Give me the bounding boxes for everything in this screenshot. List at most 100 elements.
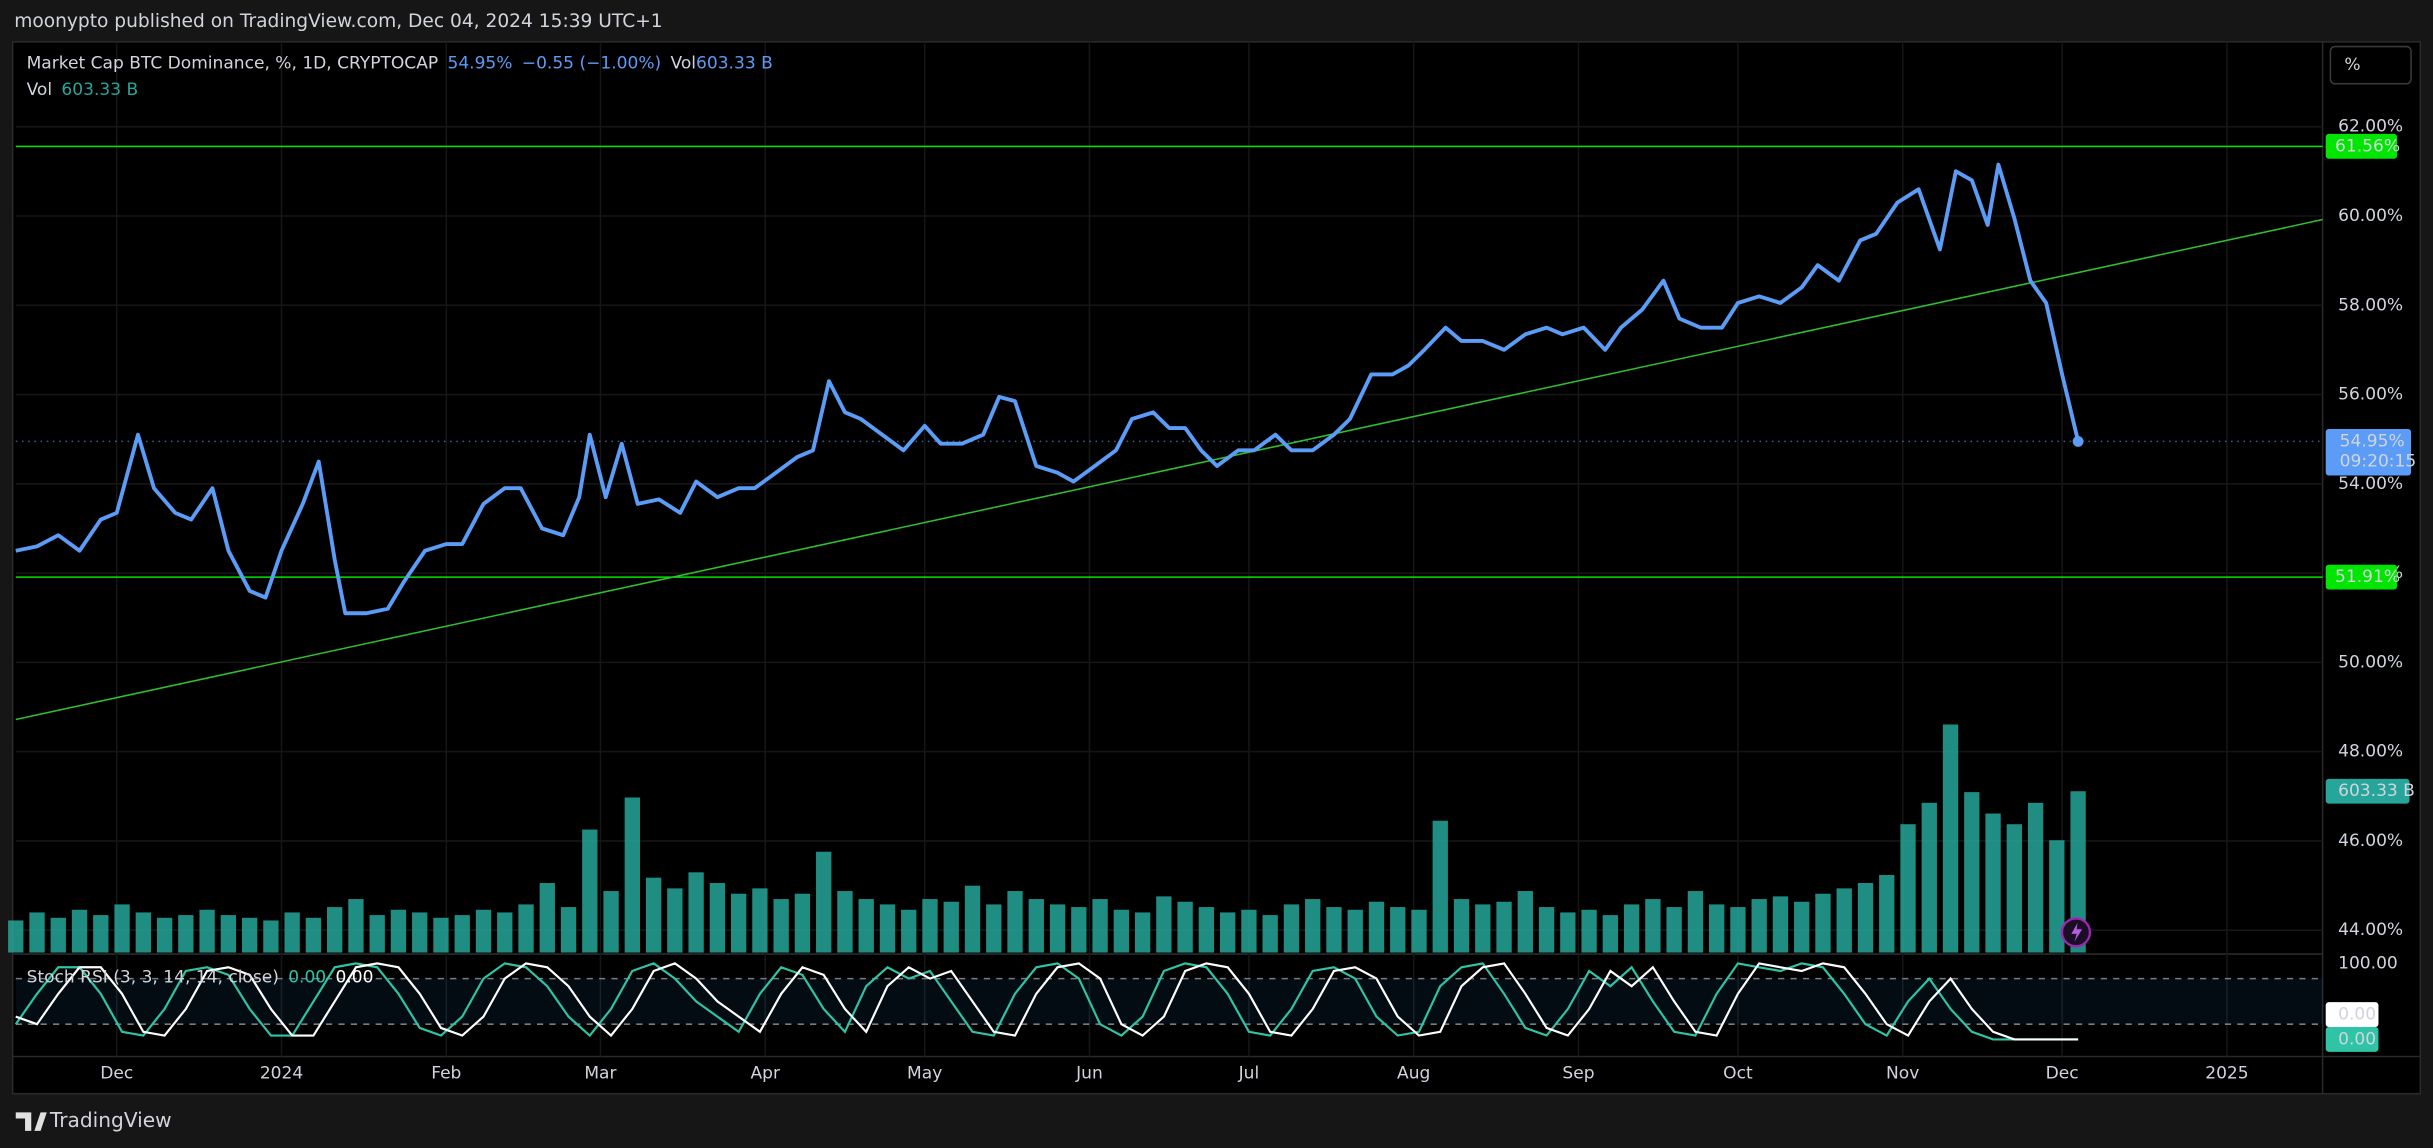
level-tag-label: 51.91% <box>2335 567 2400 587</box>
volume-bar <box>1879 874 1895 953</box>
volume-bar <box>667 888 683 953</box>
stoch-line <box>15 962 2079 1041</box>
x-tick-label: Dec <box>2046 1064 2079 1084</box>
volume-bar <box>475 909 492 953</box>
volume-bar <box>2027 802 2044 953</box>
volume-bar <box>752 888 768 953</box>
x-tick-label: Nov <box>1886 1064 1919 1084</box>
volume-bar <box>1262 915 1278 953</box>
volume-bar <box>2006 824 2022 953</box>
volume-bar <box>241 917 258 953</box>
legend-title: Market Cap BTC Dominance, %, 1D, CRYPTOC… <box>27 54 439 74</box>
brand-name: TradingView <box>49 1108 172 1132</box>
level-tag <box>2325 564 2398 590</box>
x-tick-label: Jun <box>1075 1064 1103 1084</box>
volume-bar <box>837 891 853 953</box>
volume-bar <box>964 885 981 953</box>
volume-bar <box>497 912 513 953</box>
volume-bar <box>369 915 385 953</box>
volume-bar <box>1517 891 1533 953</box>
stoch-legend-d: 0.00 <box>335 967 373 987</box>
volume-bar <box>29 912 45 953</box>
volume-bar <box>327 907 343 953</box>
volume-bar <box>1305 899 1321 953</box>
volume-bar <box>50 917 66 953</box>
volume-bar <box>2070 791 2086 953</box>
volume-bar <box>71 909 88 953</box>
volume-bar <box>348 899 364 953</box>
y-tick-label: 60.00% <box>2338 206 2403 226</box>
x-tick-label: Sep <box>1562 1064 1594 1084</box>
volume-bar <box>1921 802 1937 953</box>
volume-bar <box>1900 824 1916 953</box>
trendline <box>15 218 2323 721</box>
x-tick-label: Jul <box>1238 1064 1260 1084</box>
volume-legend-name: Vol <box>27 80 53 100</box>
volume-bar <box>1645 899 1661 953</box>
legend: Market Cap BTC Dominance, %, 1D, CRYPTOC… <box>27 54 773 74</box>
volume-bar <box>773 899 789 953</box>
legend-change: −0.55 (−1.00%) <box>522 54 661 74</box>
volume-bar <box>305 917 322 953</box>
y-tick-label: 50.00% <box>2338 652 2403 672</box>
volume-bar <box>1368 901 1385 953</box>
volume-bar <box>539 883 555 953</box>
volume-bar <box>178 915 194 953</box>
brand-logo <box>15 1112 47 1131</box>
x-tick-label: Mar <box>584 1064 617 1084</box>
volume-bar <box>1241 909 1257 953</box>
x-tick-label: 2024 <box>260 1064 303 1084</box>
x-tick-label: Apr <box>750 1064 780 1084</box>
legend-volume-value: 603.33 B <box>696 54 773 74</box>
level-tag-label: 61.56% <box>2335 136 2400 156</box>
scale-button-label[interactable]: % <box>2344 55 2360 75</box>
volume-bar <box>2049 840 2065 953</box>
volume-bar <box>390 909 407 953</box>
legend-last-value: 54.95% <box>447 54 512 74</box>
volume-bar <box>1113 909 1129 953</box>
x-tick-label: May <box>907 1064 942 1084</box>
x-tick-label: 2025 <box>2205 1064 2248 1084</box>
volume-bar <box>156 917 173 953</box>
volume-bar <box>433 917 449 953</box>
y-tick-label: 44.00% <box>2338 920 2403 940</box>
y-tick-label: 58.00% <box>2338 295 2403 315</box>
last-price-tag-label: 54.95% <box>2340 431 2405 451</box>
volume-bar <box>1794 901 1810 953</box>
volume-bar <box>1390 907 1406 953</box>
volume-bar <box>603 891 619 953</box>
volume-bar <box>986 904 1002 953</box>
volume-bar <box>1134 912 1151 953</box>
volume-bar <box>1751 899 1767 953</box>
volume-bar <box>1666 907 1682 953</box>
x-tick-label: Dec <box>100 1064 133 1084</box>
volume-bar <box>730 893 747 953</box>
volume-bar <box>1942 724 1959 953</box>
y-tick-label: 54.00% <box>2338 474 2403 494</box>
volume-bar <box>8 920 24 953</box>
volume-bar <box>1538 907 1555 953</box>
volume-bar <box>284 912 300 953</box>
scale-button[interactable] <box>2329 45 2412 85</box>
volume-bar <box>560 907 577 953</box>
volume-bar <box>263 920 279 953</box>
y-tick-label: 46.00% <box>2338 831 2403 851</box>
volume-bar <box>220 915 237 953</box>
stoch-tag-label: 0.00 <box>2338 1029 2376 1049</box>
volume-bar <box>93 915 109 953</box>
x-tick-label: Feb <box>431 1064 461 1084</box>
x-tick-label: Aug <box>1397 1064 1430 1084</box>
volume-bar <box>624 797 640 953</box>
volume-bar <box>1475 904 1491 953</box>
volume-bar <box>1326 907 1342 953</box>
byline: moonypto published on TradingView.com, D… <box>14 11 662 32</box>
price-line <box>15 162 2081 616</box>
volume-bar <box>1730 907 1746 953</box>
volume-bar <box>688 872 704 953</box>
countdown-label: 09:20:15 <box>2340 452 2417 472</box>
stoch-band <box>15 978 2323 1025</box>
last-price-dot <box>2072 435 2084 447</box>
volume-bar <box>454 915 470 953</box>
